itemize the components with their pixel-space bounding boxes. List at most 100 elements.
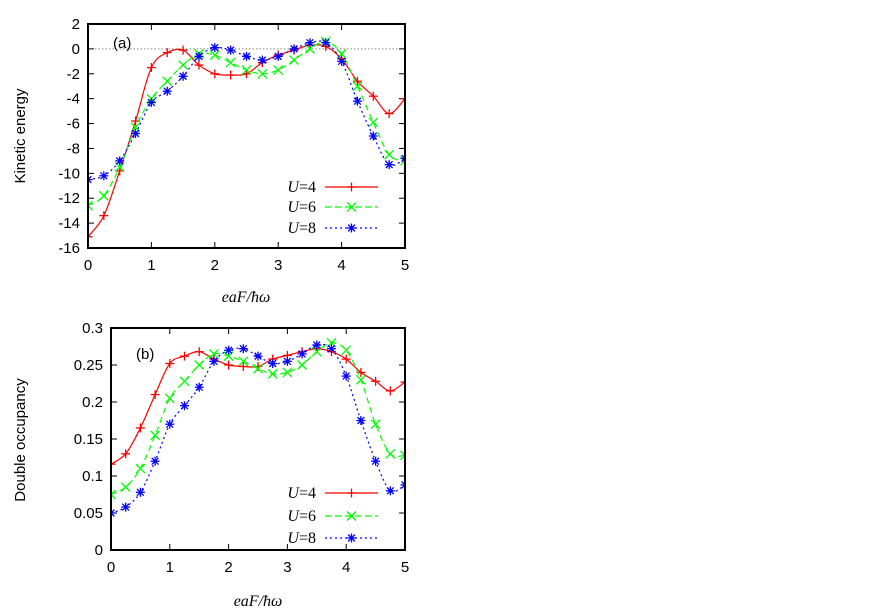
panel-a-series-U6-point [257, 68, 268, 79]
panel-a-series-U4-point [368, 91, 378, 101]
panel-b-series-U8-point-d2 [111, 509, 115, 514]
panel-b-series-U8-point-d2 [327, 344, 336, 353]
panel-a-series-U6-point [178, 60, 189, 71]
panel-b-series-U6-point [208, 348, 219, 359]
panel-b-series-U8 [111, 340, 405, 518]
panel-b-series-U8-point [238, 344, 248, 354]
panel-b-series-U8-point-d2 [312, 341, 321, 349]
panel-b-series-U6-point-d2 [282, 367, 293, 378]
panel-a-series-U6-point [352, 81, 363, 92]
panel-b-xtick-label: 1 [166, 559, 174, 576]
panel-a-series-U8-point-d2 [242, 52, 251, 61]
panel-b-series-U4-point [194, 347, 204, 357]
panel-a-ytick-label: -8 [67, 140, 80, 157]
panel-a-series-U8-point [321, 38, 331, 48]
panel-b-series-U6-point-d2 [297, 360, 308, 370]
panel-b-series-U8-point-d2 [210, 357, 218, 366]
panel-a-series-U8-point [162, 86, 172, 96]
panel-a-series-U6-point [289, 55, 300, 66]
panel-a-legend-marker [346, 202, 357, 212]
panel-a-series-U6-point-d2 [400, 159, 405, 166]
panel-b-series-U6-point [385, 448, 396, 459]
panel-a-series-U4-point [99, 211, 109, 221]
panel-b-series-U8-point [268, 359, 278, 369]
panel-a-series-U8-point-d2 [385, 160, 393, 169]
panel-b-ytick-label: 0.2 [82, 394, 103, 411]
panel-b-label: (b) [136, 346, 154, 363]
panel-b-series-U8-point-d2 [239, 344, 248, 353]
panel-b-legend-marker [346, 511, 357, 521]
panel-b-series-U8-point-d2 [401, 483, 405, 489]
panel-b-legend-label: U=6 [287, 508, 316, 525]
panel-b-legend-marker [347, 488, 356, 498]
panel-a-series-U8-point-d2 [88, 175, 92, 181]
panel-b-xtick-label: 0 [107, 559, 115, 576]
panel-a-legend-marker-d2 [346, 202, 357, 212]
panel-b-series-U8-point-d1 [401, 481, 405, 486]
panel-a-series-U8-point-d2 [369, 132, 378, 140]
panel-b-series-U8-point [341, 371, 351, 381]
panel-a-xtick-label: 5 [401, 257, 409, 274]
panel-a-legend-label-var: U [287, 199, 300, 216]
panel-b-xtick-label: 2 [224, 559, 232, 576]
panel-a-legend-label: U=4 [287, 179, 316, 196]
panel-a-series-U4-point [400, 94, 405, 104]
panel-a-ylabel: Kinetic energy [12, 88, 29, 184]
panel-b-series-U6-point [253, 363, 263, 374]
panel-a-series-U6-point-d2 [225, 57, 236, 68]
panel-b-legend-label-var: U [287, 508, 300, 525]
panel-b-series-U8-point-d2 [254, 352, 262, 360]
panel-b-series-U8-point [385, 486, 395, 496]
panel-a-series-U6-point [241, 65, 252, 76]
panel-a-series-U8-point [257, 55, 267, 65]
panel-b-series-U6-point-d2 [267, 368, 278, 379]
panel-a-ytick-label: 2 [72, 16, 80, 33]
panel-a-series-U6 [88, 36, 405, 211]
panel-b-series-U6-point [179, 376, 190, 387]
panel-b-series-U4-point [224, 360, 234, 370]
panel-b-series-U8-point [135, 487, 145, 497]
panel-b-frame [110, 327, 406, 551]
panel-a-ytick-label: 0 [72, 41, 80, 58]
panel-b-series-U6-point [238, 356, 249, 367]
panel-b-series-U6-point [135, 463, 146, 474]
panel-a-series-U6-point-d2 [289, 55, 300, 66]
panel-a-series-U6-point [225, 57, 236, 68]
panel-b-legend-marker-d2 [346, 511, 357, 521]
panel-a-series-U8-point [99, 171, 109, 181]
panel-b-series-U6-point [267, 368, 278, 379]
panel-b-series-U8-point [224, 345, 234, 355]
panel-a-series-U8 [88, 38, 405, 185]
panel-b-series-U6-point-d2 [150, 430, 161, 441]
panel-b-series-U8-point [312, 340, 322, 350]
panel-b-series-U4-point [180, 351, 189, 361]
panel-b-series-U6-point-d1 [400, 450, 405, 457]
panel-a-series-U8-point-d2 [226, 46, 235, 54]
panel-b-series-U4-point [371, 376, 381, 386]
panel-b-series-U6-point [120, 482, 131, 493]
panel-b-series-U8-point-d2 [151, 457, 159, 466]
panel-a-series-U8-point-d2 [274, 52, 283, 61]
panel-a-xtick-label: 2 [211, 257, 219, 274]
panel-b-series-U4-point [385, 386, 395, 396]
panel-b-series-U6-point [400, 450, 405, 461]
panel-a-series-U8-point [368, 131, 378, 141]
panel-b-ytick-label: 0.25 [74, 357, 103, 374]
panel-b-xtick-label: 5 [401, 559, 409, 576]
panel-a-series-U8-point-d1 [88, 178, 92, 184]
panel-a-series-U8-line [88, 40, 405, 181]
panel-a-ytick-label: -16 [58, 240, 80, 257]
panel-a-series-U4-point [146, 63, 156, 73]
panel-a-series-U8-point-d2 [100, 171, 108, 180]
panel-a-series-U6-point [209, 50, 220, 61]
panel-b-series-U8-point [165, 419, 175, 429]
panel-b-series-U4-point [238, 361, 248, 371]
panel-b-series-U6-point [297, 360, 308, 370]
panel-a-series-U8-point-d1 [401, 154, 405, 160]
panel-a-series-U8-point-d2 [258, 56, 267, 64]
panel-b-series-U8-point [282, 356, 292, 366]
panel-a-series-U8-point-d2 [353, 97, 362, 105]
panel-a-series-U8-point [305, 38, 315, 48]
panel-b-series-U8-point [297, 349, 307, 359]
